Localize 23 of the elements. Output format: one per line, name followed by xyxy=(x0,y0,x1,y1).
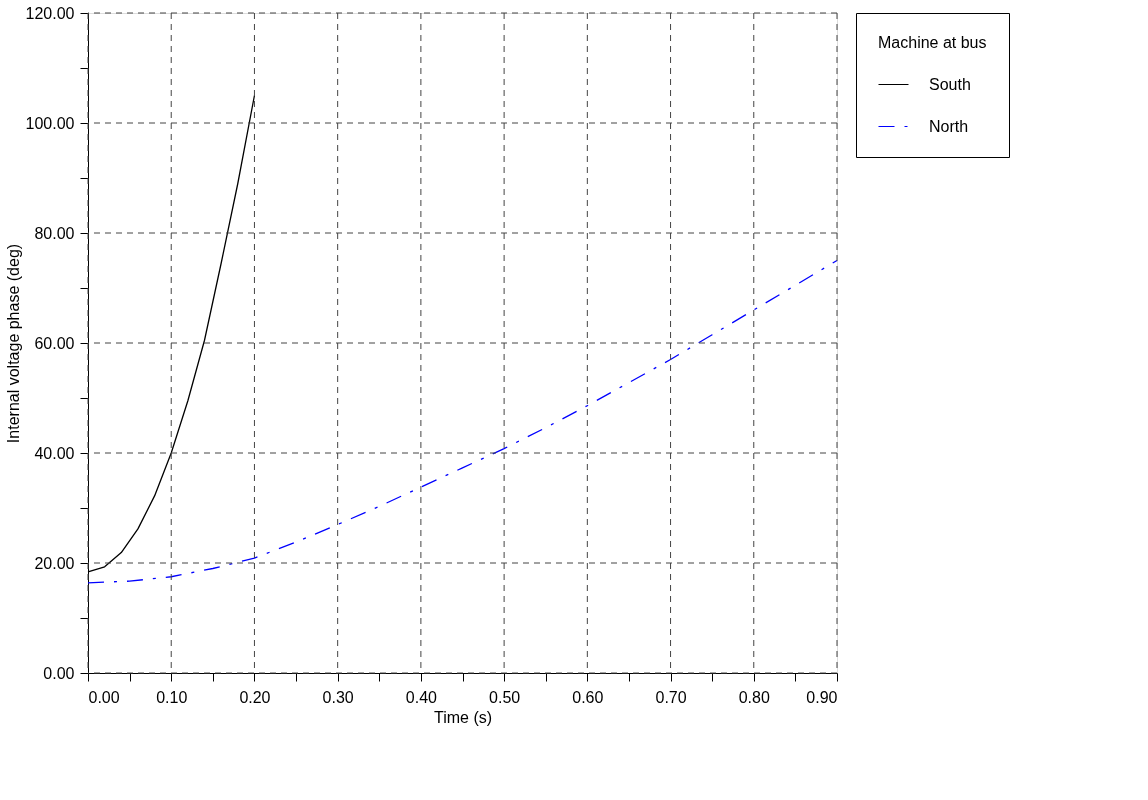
legend-label: South xyxy=(929,75,971,93)
y-tick-label: 0.00 xyxy=(43,664,75,682)
x-tick-label: 0.70 xyxy=(655,688,687,706)
y-tick-label: 20.00 xyxy=(34,554,75,572)
y-tick-label: 100.00 xyxy=(25,114,75,132)
x-tick-label: 0.40 xyxy=(405,688,438,706)
legend-label: North xyxy=(929,117,969,135)
x-tick-label: 0.20 xyxy=(239,688,271,706)
x-tick-label: 0.10 xyxy=(156,688,188,706)
x-tick-label: 0.90 xyxy=(806,688,838,706)
y-tick-label: 40.00 xyxy=(34,444,75,462)
y-tick-label: 80.00 xyxy=(34,224,75,242)
y-tick-label: 120.00 xyxy=(25,4,75,22)
legend-title: Machine at bus xyxy=(878,34,987,51)
x-tick-label: 0.30 xyxy=(322,688,354,706)
x-axis-title: Time (s) xyxy=(433,708,493,726)
line-series xyxy=(87,259,838,584)
x-tick-label: 0.50 xyxy=(489,688,521,706)
y-tick-label: 60.00 xyxy=(34,334,75,352)
y-axis-title: Internal voltage phase (deg) xyxy=(4,243,22,444)
x-tick-label: 0.00 xyxy=(88,688,120,706)
x-tick-label: 0.80 xyxy=(738,688,770,706)
x-tick-label: 0.60 xyxy=(572,688,604,706)
